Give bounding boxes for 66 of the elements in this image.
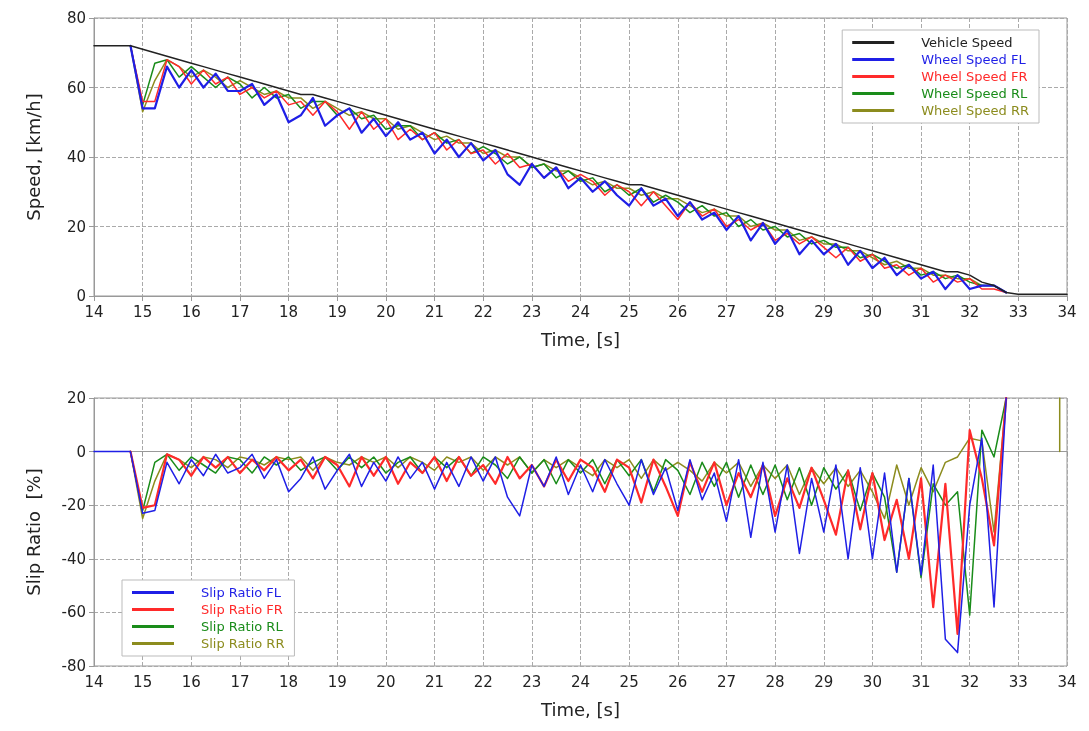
x-tick-label: 28 — [765, 302, 785, 321]
y-tick-label: 60 — [66, 78, 86, 97]
x-tick-label: 20 — [376, 672, 396, 691]
x-tick-label: 18 — [279, 302, 299, 321]
y-tick-label: 0 — [76, 287, 86, 305]
x-tick-label: 19 — [327, 672, 347, 691]
y-tick-label: 20 — [66, 389, 86, 407]
x-tick-label: 22 — [473, 672, 493, 691]
x-tick-label: 32 — [960, 672, 980, 691]
x-axis-title: Time, [s] — [540, 698, 620, 720]
x-tick-label: 26 — [668, 302, 688, 321]
x-tick-label: 24 — [570, 672, 591, 691]
x-tick-label: 33 — [1008, 672, 1028, 691]
legend-label: Wheel Speed RL — [921, 86, 1028, 101]
y-axis-title: Speed, [km/h] — [22, 93, 44, 221]
x-tick-label: 30 — [862, 672, 882, 691]
y-tick-label: -20 — [61, 496, 86, 515]
legend-label: Slip Ratio RL — [201, 619, 284, 634]
y-tick-label: 80 — [66, 9, 86, 27]
x-tick-label: 23 — [522, 672, 542, 691]
x-tick-label: 16 — [181, 672, 201, 691]
legend-label: Vehicle Speed — [921, 35, 1013, 50]
x-tick-label: 18 — [279, 672, 299, 691]
x-tick-label: 22 — [473, 302, 493, 321]
y-tick-label: -80 — [61, 657, 86, 675]
x-tick-label: 33 — [1008, 302, 1028, 321]
y-axis-title: Slip Ratio [%] — [22, 468, 44, 596]
y-tick-label: 20 — [66, 217, 86, 236]
x-tick-label: 25 — [619, 302, 639, 321]
x-tick-label: 14 — [84, 302, 104, 321]
x-tick-label: 26 — [668, 672, 688, 691]
legend-label: Wheel Speed FR — [921, 69, 1028, 84]
legend-label: Slip Ratio FL — [201, 585, 282, 600]
y-tick-label: -60 — [61, 603, 86, 622]
x-tick-label: 15 — [133, 302, 153, 321]
x-tick-label: 23 — [522, 302, 542, 321]
x-tick-label: 27 — [716, 672, 736, 691]
x-tick-label: 34 — [1057, 302, 1077, 321]
y-tick-label: -40 — [61, 549, 86, 568]
x-tick-label: 29 — [814, 302, 834, 321]
legend-label: Wheel Speed RR — [921, 103, 1030, 118]
legend-label: Wheel Speed FL — [921, 52, 1027, 67]
legend-label: Slip Ratio RR — [201, 636, 285, 651]
x-tick-label: 24 — [570, 302, 591, 321]
x-tick-label: 28 — [765, 672, 785, 691]
x-tick-label: 15 — [133, 672, 153, 691]
x-tick-label: 25 — [619, 672, 639, 691]
x-tick-label: 19 — [327, 302, 347, 321]
x-tick-label: 31 — [911, 302, 931, 321]
x-tick-label: 16 — [181, 302, 201, 321]
x-tick-label: 32 — [960, 302, 980, 321]
legend-label: Slip Ratio FR — [201, 602, 283, 617]
x-tick-label: 31 — [911, 672, 931, 691]
y-tick-label: 0 — [76, 442, 86, 461]
y-tick-label: 40 — [66, 148, 86, 166]
x-tick-label: 17 — [230, 672, 250, 691]
x-tick-label: 34 — [1057, 672, 1077, 691]
x-tick-label: 29 — [814, 672, 834, 691]
x-axis-title: Time, [s] — [540, 328, 620, 350]
x-tick-label: 27 — [716, 302, 736, 321]
x-tick-label: 21 — [425, 672, 445, 691]
x-tick-label: 20 — [376, 302, 396, 321]
x-tick-label: 21 — [425, 302, 445, 321]
x-tick-label: 17 — [230, 302, 250, 321]
x-tick-label: 14 — [84, 672, 104, 691]
x-tick-label: 30 — [862, 302, 882, 321]
